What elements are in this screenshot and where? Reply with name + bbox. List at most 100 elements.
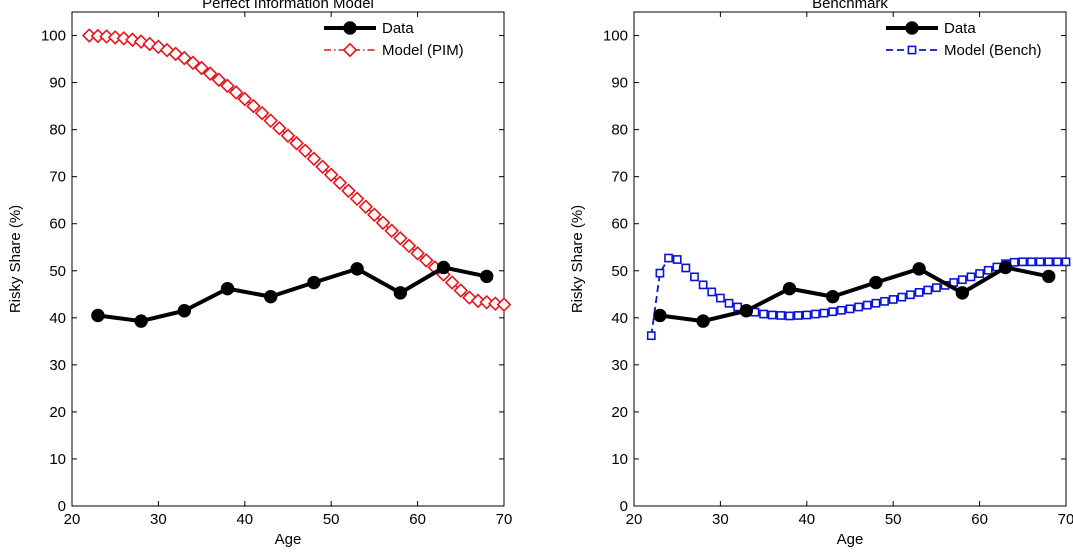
x-tick-label: 70 xyxy=(496,511,513,528)
x-tick-label: 60 xyxy=(409,511,426,528)
plot-frame xyxy=(71,11,505,507)
series-line xyxy=(97,265,488,324)
data-point xyxy=(828,307,838,317)
data-point xyxy=(168,46,184,62)
legend-marker xyxy=(905,21,919,35)
data-point xyxy=(306,151,322,167)
data-point xyxy=(307,275,321,290)
data-point xyxy=(349,191,365,207)
data-point xyxy=(280,128,296,144)
y-tick-label: 10 xyxy=(49,451,66,468)
data-point xyxy=(923,285,933,295)
data-point xyxy=(254,105,270,121)
data-point xyxy=(246,98,261,114)
data-point xyxy=(782,281,797,296)
data-point xyxy=(653,308,667,323)
data-point xyxy=(367,207,382,223)
data-point xyxy=(159,42,175,58)
data-point xyxy=(998,260,1013,275)
y-tick-label: 20 xyxy=(611,404,628,421)
plot-frame xyxy=(633,11,1067,507)
data-point xyxy=(194,60,209,76)
x-tick-label: 40 xyxy=(798,511,815,528)
chart-title: Benchmark xyxy=(812,0,888,12)
data-point xyxy=(375,215,391,231)
data-point xyxy=(696,314,710,328)
data-point xyxy=(358,199,374,215)
legend-label: Data xyxy=(382,20,414,37)
data-point xyxy=(332,175,348,191)
legend-label: Data xyxy=(944,20,976,37)
data-point xyxy=(739,304,754,318)
data-point xyxy=(1042,269,1056,284)
data-point xyxy=(177,304,192,318)
data-point xyxy=(854,302,864,312)
y-tick-label: 40 xyxy=(49,310,66,327)
data-point xyxy=(418,253,434,268)
data-point xyxy=(220,281,235,296)
data-point xyxy=(211,72,227,88)
y-tick-label: 70 xyxy=(49,169,66,186)
x-axis-label: Age xyxy=(275,531,302,548)
x-tick-label: 60 xyxy=(971,511,988,528)
data-point xyxy=(793,311,803,320)
data-point xyxy=(228,85,244,100)
data-point xyxy=(1044,257,1054,267)
y-tick-label: 0 xyxy=(58,498,66,515)
data-point xyxy=(107,30,123,45)
data-point xyxy=(811,309,820,319)
data-point xyxy=(869,275,883,290)
data-point xyxy=(496,297,512,312)
y-tick-label: 60 xyxy=(611,216,628,233)
x-axis-label: Age xyxy=(837,531,864,548)
y-tick-label: 100 xyxy=(603,28,628,45)
series-model-bench xyxy=(646,253,1071,341)
series-model-pim xyxy=(81,28,512,312)
data-point xyxy=(392,230,408,246)
data-point xyxy=(862,300,872,310)
legend: Data Model (Bench) xyxy=(886,20,1042,59)
y-axis-label: Risky Share (%) xyxy=(7,205,24,313)
data-point xyxy=(323,167,339,183)
data-point xyxy=(91,308,105,323)
data-point xyxy=(698,280,708,290)
series-data xyxy=(653,260,1056,328)
data-point xyxy=(724,298,734,308)
data-point xyxy=(272,120,287,136)
data-point xyxy=(888,295,898,304)
data-point xyxy=(836,305,846,315)
data-point xyxy=(444,275,460,290)
data-point xyxy=(202,66,218,81)
x-tick-label: 30 xyxy=(150,511,167,528)
data-point xyxy=(410,246,425,261)
y-tick-label: 50 xyxy=(49,263,66,280)
legend-label: Model (PIM) xyxy=(382,42,464,59)
data-point xyxy=(975,269,984,278)
data-point xyxy=(220,78,235,94)
data-point xyxy=(237,91,253,107)
data-point xyxy=(957,275,967,285)
data-point xyxy=(655,268,665,278)
data-point xyxy=(480,269,494,284)
data-point xyxy=(826,289,840,304)
series-data xyxy=(91,260,494,328)
data-point xyxy=(983,265,993,275)
data-point xyxy=(341,183,356,199)
data-point xyxy=(906,290,915,300)
data-point xyxy=(880,296,889,306)
series-line xyxy=(659,265,1050,324)
data-point xyxy=(384,223,400,239)
y-tick-label: 50 xyxy=(611,263,628,280)
y-tick-label: 30 xyxy=(49,357,66,374)
x-tick-label: 30 xyxy=(712,511,729,528)
data-point xyxy=(350,262,364,276)
data-point xyxy=(488,296,503,312)
data-point xyxy=(436,260,451,275)
data-point xyxy=(1018,257,1028,267)
y-tick-label: 100 xyxy=(41,28,66,45)
y-tick-label: 20 xyxy=(49,404,66,421)
data-point xyxy=(134,314,148,328)
y-tick-label: 60 xyxy=(49,216,66,233)
data-point xyxy=(646,331,656,341)
data-point xyxy=(1061,257,1071,267)
